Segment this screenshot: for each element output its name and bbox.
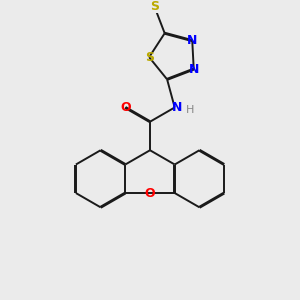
Text: S: S — [145, 51, 154, 64]
Text: N: N — [188, 63, 199, 76]
Text: O: O — [120, 101, 130, 114]
Text: N: N — [172, 101, 182, 114]
Text: H: H — [186, 105, 195, 115]
Text: N: N — [187, 34, 197, 47]
Text: O: O — [145, 187, 155, 200]
Text: S: S — [150, 0, 159, 13]
